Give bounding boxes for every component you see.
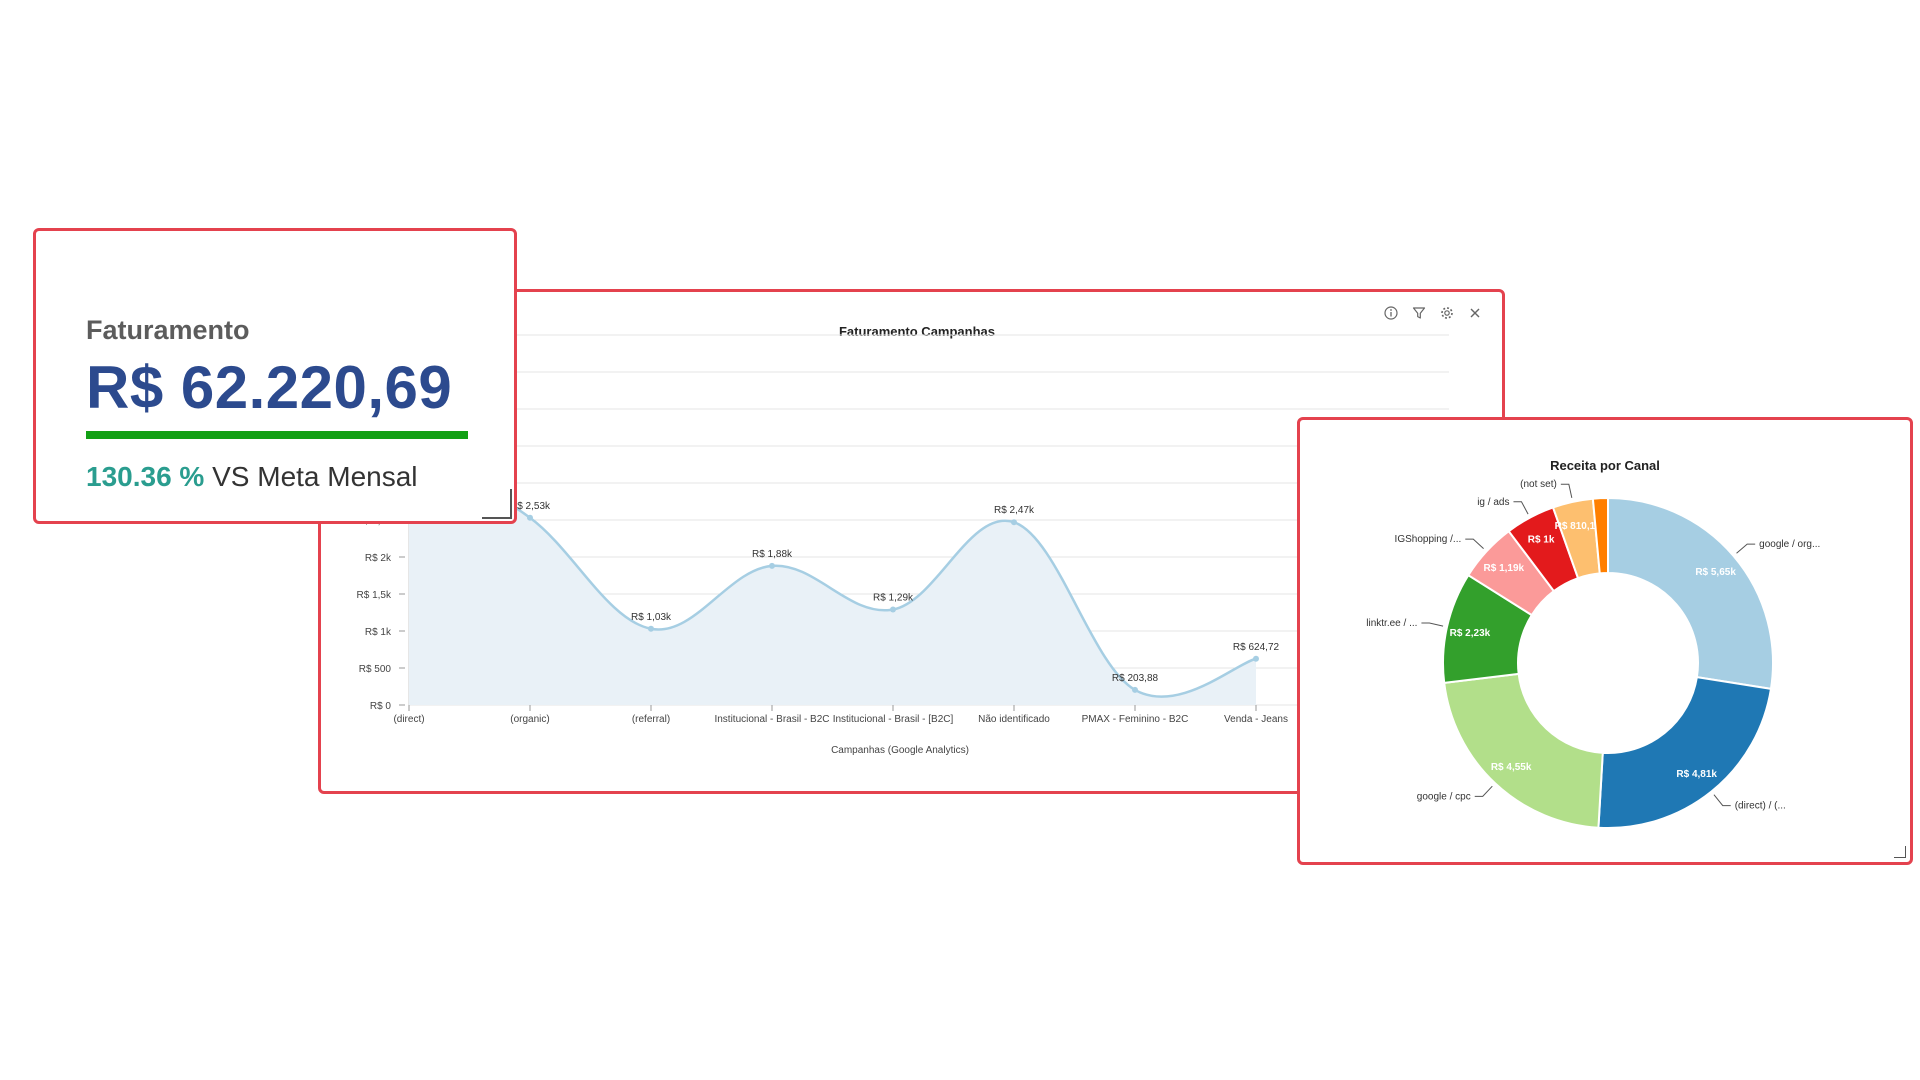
kpi-value: R$ 62.220,69 bbox=[86, 354, 453, 421]
pie-slice bbox=[1591, 496, 1609, 575]
data-label: R$ 2,53k bbox=[510, 501, 551, 512]
kpi-label: VS Meta Mensal bbox=[212, 461, 418, 492]
resize-handle[interactable] bbox=[1894, 846, 1906, 858]
close-icon[interactable] bbox=[1466, 304, 1484, 322]
kpi-progress-fill bbox=[86, 431, 468, 439]
info-icon[interactable] bbox=[1382, 304, 1400, 322]
slice-name-label: google / org... bbox=[1759, 539, 1820, 550]
x-tick-label: (direct) bbox=[393, 714, 424, 725]
slice-name-label: (direct) / (... bbox=[1735, 801, 1786, 812]
kpi-percent: 130.36 % bbox=[86, 461, 205, 492]
donut-chart-panel[interactable]: Receita por Canal R$ 5,65k google / org...… bbox=[1297, 417, 1913, 865]
data-label: R$ 624,72 bbox=[1233, 642, 1280, 653]
y-tick-label: R$ 1,5k bbox=[357, 590, 392, 601]
x-axis-title: Campanhas (Google Analytics) bbox=[831, 745, 969, 756]
data-label: R$ 1,29k bbox=[873, 593, 914, 604]
donut-chart: Receita por Canal R$ 5,65k google / org...… bbox=[1366, 458, 1820, 829]
slice-name-label: IGShopping /... bbox=[1395, 534, 1462, 545]
leader-line bbox=[1421, 622, 1444, 627]
chart-title: Faturamento Campanhas bbox=[839, 324, 995, 339]
kpi-card[interactable]: Faturamento R$ 62.220,69 130.36 % VS Met… bbox=[33, 228, 517, 524]
slice-name-label: google / cpc bbox=[1417, 791, 1471, 802]
y-tick-label: R$ 0 bbox=[370, 701, 392, 712]
pie-slice bbox=[1597, 675, 1773, 829]
leader-line bbox=[1513, 501, 1529, 515]
data-point bbox=[648, 625, 654, 632]
kpi-progress-bar bbox=[86, 431, 468, 439]
x-tick-label: (organic) bbox=[510, 714, 549, 725]
slice-name-label: ig / ads bbox=[1477, 497, 1509, 508]
data-label: R$ 203,88 bbox=[1112, 673, 1159, 684]
y-tick-label: R$ 500 bbox=[359, 664, 392, 675]
data-point bbox=[1253, 655, 1259, 662]
x-tick-label: PMAX - Feminino - B2C bbox=[1082, 714, 1189, 725]
line-chart: Faturamento Campanhas R$ 0 R$ 500 R$ 1k R$ 1… bbox=[357, 324, 1449, 756]
slice-name-label: linktr.ee / ... bbox=[1366, 618, 1417, 629]
leader-line bbox=[1713, 794, 1731, 807]
x-tick-label: (referral) bbox=[632, 714, 670, 725]
chart-toolbar bbox=[1382, 304, 1484, 322]
x-tick-label: Institucional - Brasil - [B2C] bbox=[833, 714, 954, 725]
resize-handle[interactable] bbox=[482, 489, 512, 519]
series-line bbox=[408, 448, 1257, 698]
area-fill bbox=[409, 449, 1256, 705]
data-label: R$ 2,47k bbox=[994, 505, 1035, 516]
slice-value-label: R$ 1,19k bbox=[1484, 563, 1525, 574]
leader-line bbox=[1465, 538, 1484, 550]
x-tick-label: Venda - Jeans bbox=[1224, 714, 1288, 725]
data-point bbox=[769, 562, 775, 569]
data-label: R$ 1,88k bbox=[752, 549, 793, 560]
y-tick-label: R$ 1k bbox=[365, 627, 392, 638]
slice-value-label: R$ 5,65k bbox=[1695, 567, 1736, 578]
data-point bbox=[1132, 686, 1138, 693]
x-tick-label: Não identificado bbox=[978, 714, 1050, 725]
filter-icon[interactable] bbox=[1410, 304, 1428, 322]
data-point bbox=[890, 606, 896, 613]
data-point bbox=[527, 514, 533, 521]
pie-slice bbox=[1607, 496, 1774, 691]
y-tick-label: R$ 2k bbox=[365, 553, 392, 564]
leader-line bbox=[1736, 543, 1756, 554]
slice-value-label: R$ 4,81k bbox=[1676, 769, 1717, 780]
data-point bbox=[1011, 519, 1017, 526]
pie-slice bbox=[1443, 672, 1604, 829]
leader-line bbox=[1474, 785, 1493, 797]
kpi-title: Faturamento bbox=[86, 315, 250, 345]
slice-value-label: R$ 4,55k bbox=[1491, 762, 1532, 773]
slice-name-label: (not set) bbox=[1520, 479, 1557, 490]
x-tick-label: Institucional - Brasil - B2C bbox=[714, 714, 829, 725]
leader-line bbox=[1560, 483, 1573, 499]
settings-icon[interactable] bbox=[1438, 304, 1456, 322]
chart-title: Receita por Canal bbox=[1550, 458, 1660, 473]
slice-value-label: R$ 810,13 bbox=[1555, 521, 1602, 532]
data-label: R$ 1,03k bbox=[631, 612, 672, 623]
slice-value-label: R$ 2,23k bbox=[1450, 628, 1491, 639]
slice-value-label: R$ 1k bbox=[1528, 534, 1555, 545]
kpi-subtitle: 130.36 % VS Meta Mensal bbox=[86, 461, 418, 493]
